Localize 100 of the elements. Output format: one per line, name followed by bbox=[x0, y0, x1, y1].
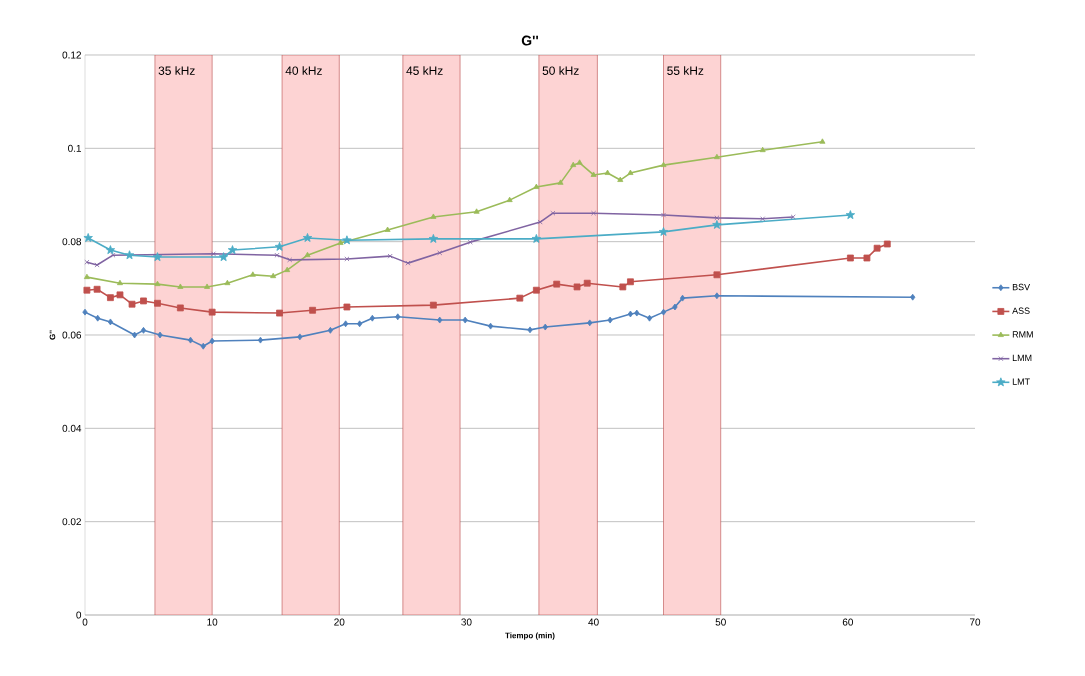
point bbox=[107, 318, 114, 326]
point bbox=[208, 308, 216, 316]
point bbox=[140, 297, 147, 305]
point bbox=[343, 303, 351, 311]
x-tick-label: 40 bbox=[588, 618, 599, 626]
chart-title: G'' bbox=[521, 35, 539, 46]
point bbox=[542, 323, 548, 331]
legend-label: BSV bbox=[1012, 283, 1031, 291]
x-tick-label: 0 bbox=[82, 618, 88, 626]
point bbox=[437, 250, 443, 256]
legend-label: LMM bbox=[1012, 354, 1032, 362]
point bbox=[270, 272, 277, 279]
point bbox=[714, 215, 720, 221]
band-label: 55 kHz bbox=[667, 66, 704, 75]
point bbox=[634, 309, 640, 317]
point bbox=[587, 319, 593, 327]
point bbox=[210, 251, 216, 257]
point bbox=[428, 233, 439, 243]
point bbox=[672, 303, 678, 311]
point bbox=[124, 250, 135, 260]
point bbox=[532, 286, 540, 294]
point bbox=[557, 179, 564, 185]
point bbox=[274, 241, 285, 251]
point bbox=[607, 316, 613, 324]
y-tick-label: 0.06 bbox=[62, 331, 82, 339]
band-label: 40 kHz bbox=[285, 66, 322, 75]
point bbox=[204, 283, 211, 289]
point bbox=[430, 213, 437, 219]
point bbox=[660, 308, 667, 316]
point bbox=[227, 245, 238, 255]
x-tick-label: 10 bbox=[207, 618, 218, 626]
point bbox=[309, 306, 316, 314]
x-tick-label: 20 bbox=[334, 618, 345, 626]
point bbox=[107, 294, 114, 302]
point bbox=[713, 271, 721, 279]
point bbox=[176, 304, 184, 312]
point bbox=[583, 279, 591, 287]
point bbox=[660, 212, 667, 218]
point bbox=[387, 253, 393, 259]
point bbox=[83, 233, 93, 242]
point bbox=[395, 313, 401, 321]
point bbox=[152, 252, 163, 262]
point bbox=[437, 316, 443, 324]
point bbox=[527, 326, 533, 334]
point bbox=[82, 308, 88, 316]
point bbox=[249, 271, 256, 277]
point bbox=[714, 292, 720, 300]
legend-label: RMM bbox=[1012, 331, 1033, 338]
point bbox=[83, 286, 91, 294]
point bbox=[257, 336, 264, 344]
x-tick-label: 50 bbox=[715, 618, 726, 626]
point bbox=[462, 316, 468, 324]
point bbox=[154, 299, 161, 307]
point bbox=[344, 256, 350, 262]
point bbox=[679, 294, 686, 302]
point bbox=[617, 176, 624, 182]
point bbox=[531, 233, 542, 243]
point bbox=[883, 240, 891, 248]
point bbox=[533, 183, 540, 189]
point bbox=[343, 320, 349, 328]
point bbox=[487, 322, 494, 330]
point bbox=[209, 337, 215, 345]
point bbox=[604, 169, 611, 175]
point bbox=[553, 280, 561, 288]
band-label: 50 kHz bbox=[542, 66, 579, 75]
point bbox=[550, 210, 556, 216]
band-label: 35 kHz bbox=[158, 66, 195, 75]
point bbox=[284, 266, 291, 273]
band-label: 45 kHz bbox=[406, 66, 443, 75]
point bbox=[429, 301, 437, 309]
point bbox=[95, 314, 101, 322]
point bbox=[573, 283, 581, 291]
point bbox=[516, 294, 524, 302]
point bbox=[473, 208, 480, 214]
point bbox=[467, 239, 473, 245]
point bbox=[105, 245, 116, 255]
point bbox=[863, 254, 871, 262]
point bbox=[713, 153, 720, 160]
point bbox=[177, 283, 184, 289]
y-tick-label: 0.08 bbox=[62, 238, 82, 246]
x-tick-label: 60 bbox=[842, 618, 854, 626]
point bbox=[200, 342, 206, 350]
point bbox=[304, 251, 311, 258]
point bbox=[110, 252, 116, 258]
point bbox=[819, 138, 826, 144]
point bbox=[570, 161, 577, 168]
point bbox=[646, 314, 653, 322]
point bbox=[356, 320, 363, 328]
point bbox=[369, 314, 375, 322]
point bbox=[337, 239, 344, 245]
point bbox=[627, 169, 634, 175]
point bbox=[327, 326, 334, 334]
x-tick-label: 30 bbox=[461, 618, 472, 626]
point bbox=[287, 257, 293, 263]
point bbox=[658, 226, 669, 236]
point bbox=[590, 171, 597, 177]
point bbox=[591, 210, 597, 216]
point bbox=[154, 280, 161, 287]
point bbox=[759, 146, 766, 153]
legend-label: ASS bbox=[1012, 307, 1030, 314]
